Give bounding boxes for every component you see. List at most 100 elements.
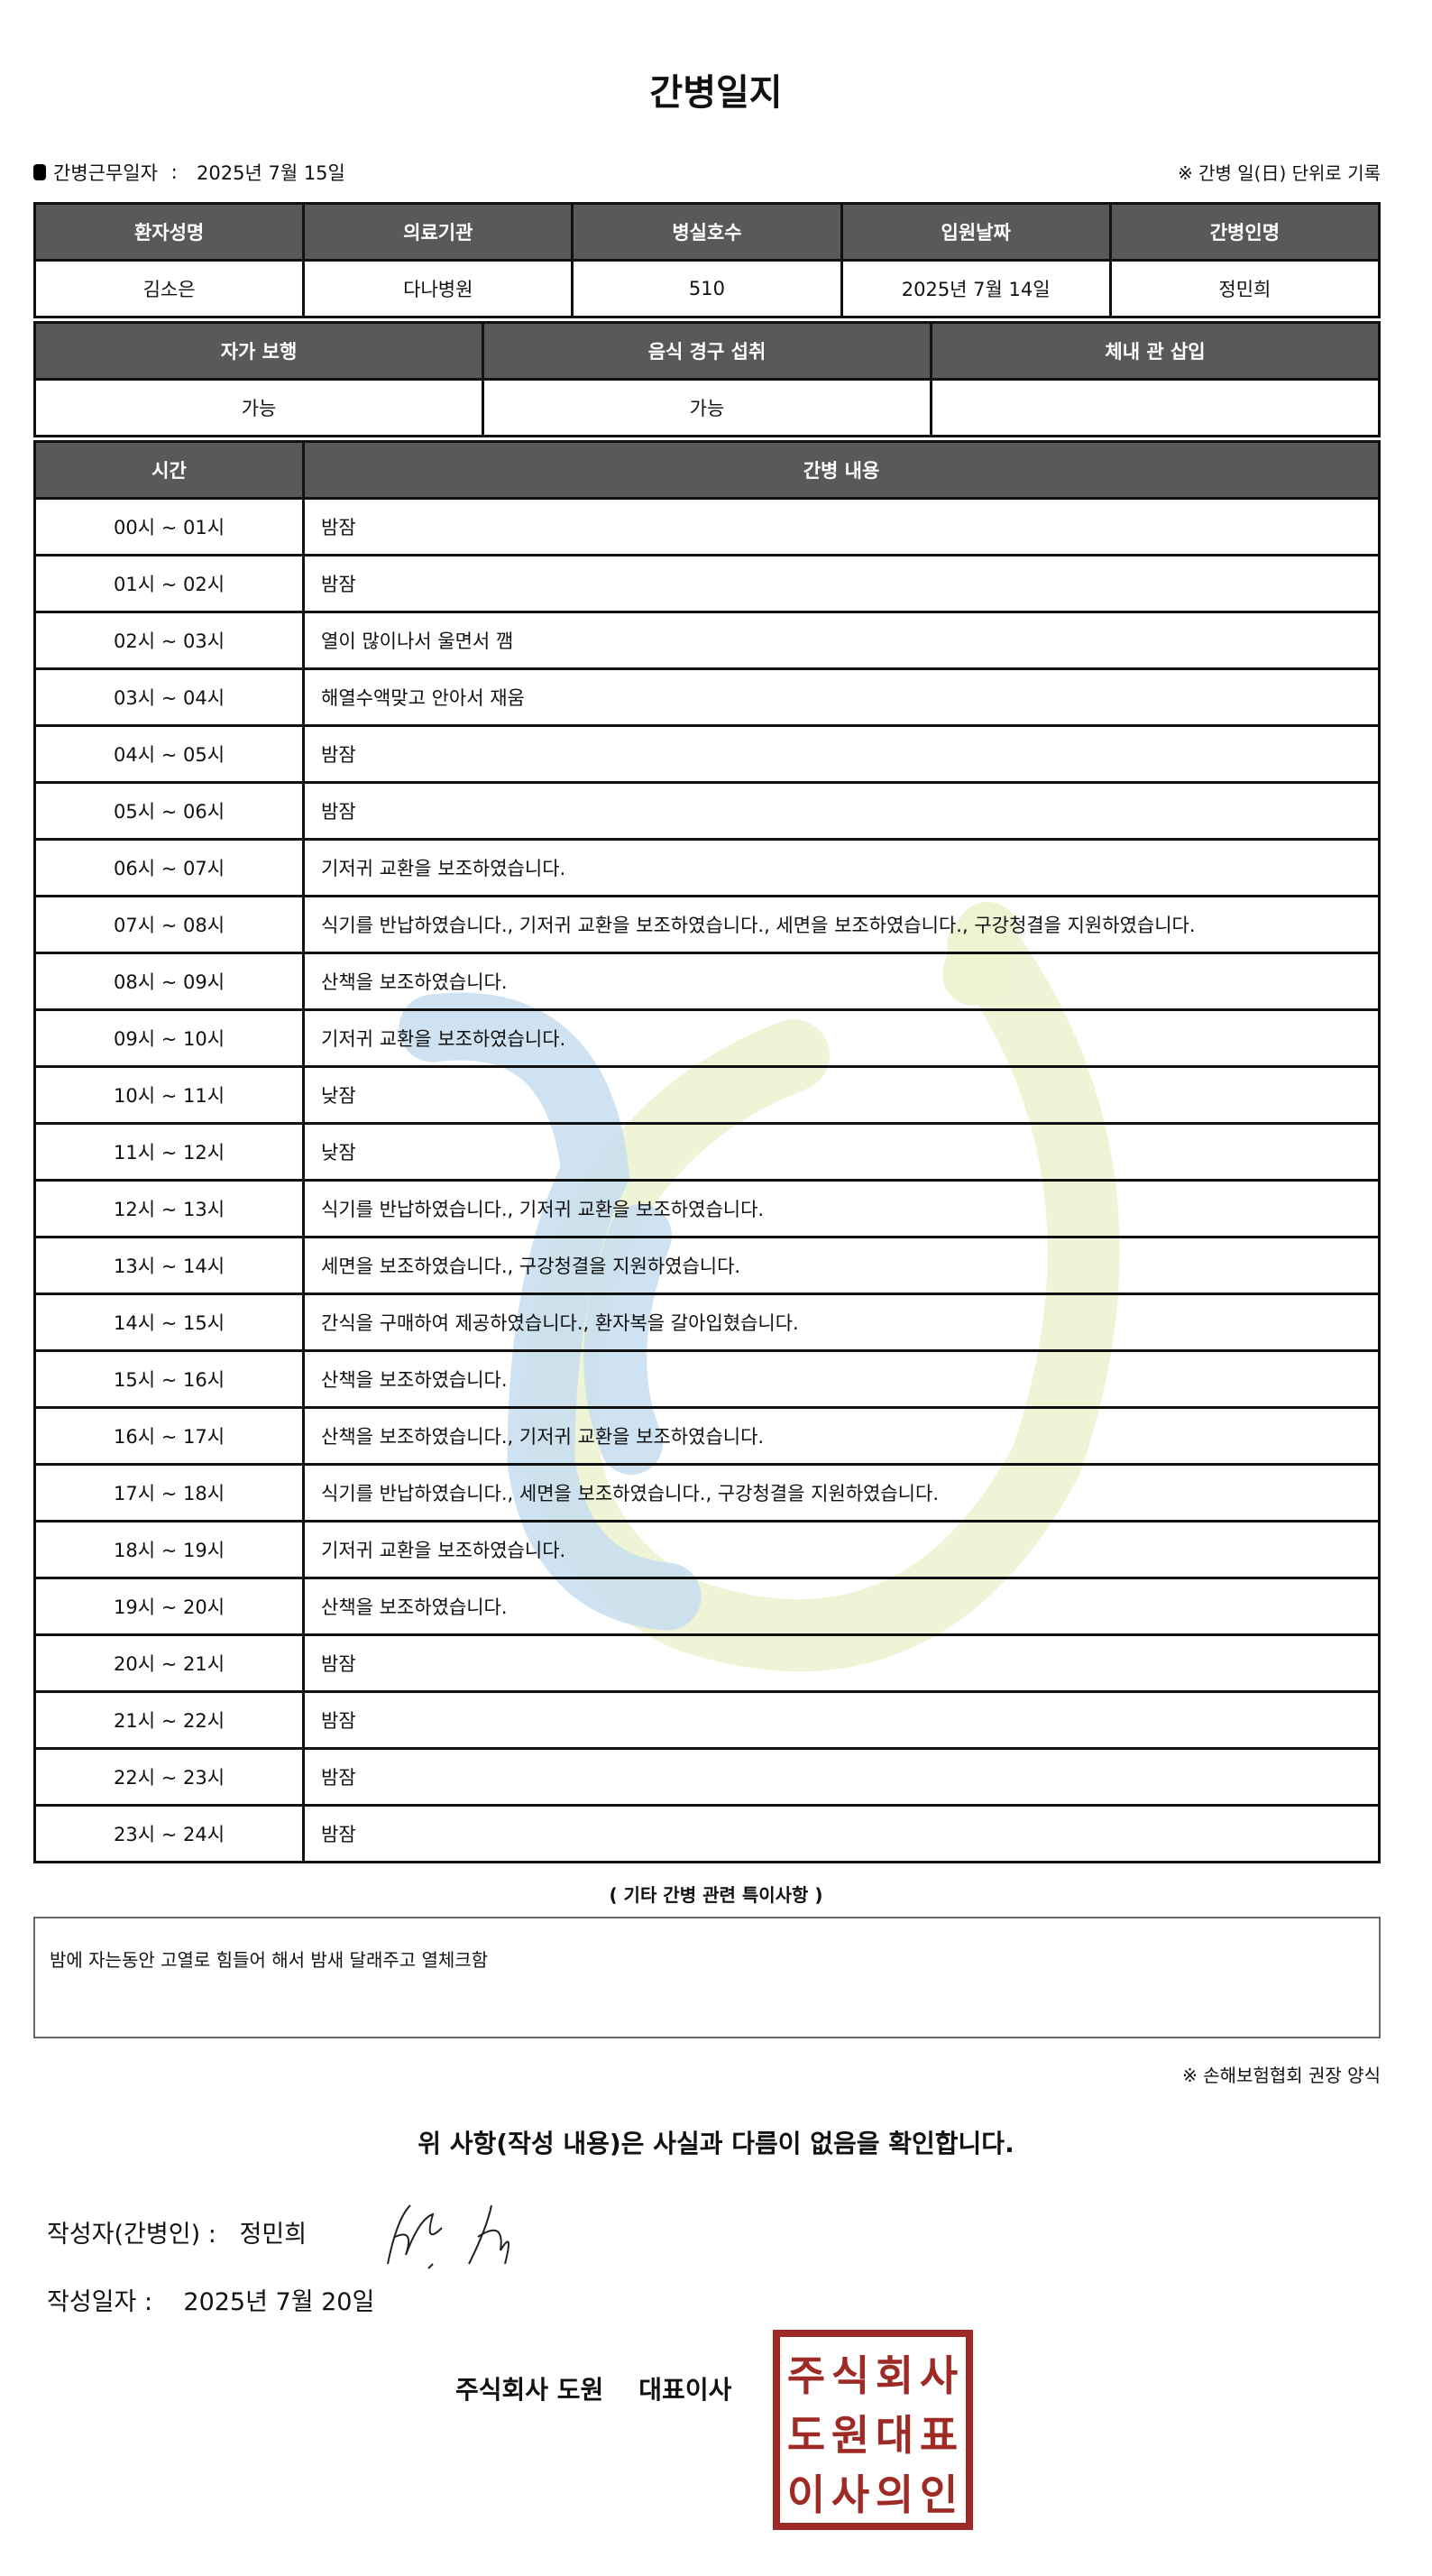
content-cell: 밤잠 [302,1747,1381,1807]
content-cell: 산책을 보조하였습니다. [302,952,1381,1011]
content-cell: 세면을 보조하였습니다., 구강청결을 지원하였습니다. [302,1236,1381,1295]
seal-stamp-icon: 주 식 회 사도 원 대 표이 사 의 인 [787,2351,958,2519]
table-row: 04시 ~ 05시 밤잠 [33,724,1381,784]
header-cell: 환자성명 [32,202,306,262]
time-cell: 03시 ~ 04시 [33,667,305,727]
content-cell: 식기를 반납하였습니다., 세면을 보조하였습니다., 구강청결을 지원하였습니… [302,1463,1381,1523]
record-note: ※ 간병 일(日) 단위로 기록 [1178,162,1381,184]
table-row: 19시 ~ 20시 산책을 보조하였습니다. [33,1577,1381,1636]
content-cell: 밤잠 [302,1690,1381,1750]
table-row: 18시 ~ 19시 기저귀 교환을 보조하였습니다. [33,1520,1381,1579]
content-cell: 밤잠 [302,554,1381,613]
table-row: 23시 ~ 24시 밤잠 [33,1804,1381,1863]
time-cell: 22시 ~ 23시 [33,1747,305,1807]
header-cell: 의료기관 [302,202,574,262]
colon: : [164,161,190,183]
hospital: 다나병원 [302,259,574,318]
association-note: ※ 손해보험협회 권장 양식 [1182,2065,1381,2086]
seal-character: 식 [831,2351,869,2400]
content-cell: 밤잠 [302,1633,1381,1693]
seal-character: 대 [876,2411,913,2460]
work-date: 간병근무일자 : 2025년 7월 15일 [33,159,345,186]
table-row: 11시 ~ 12시 낮잠 [33,1122,1381,1182]
time-cell: 00시 ~ 01시 [33,497,305,557]
content-cell: 간식을 구매하여 제공하였습니다., 환자복을 갈아입혔습니다. [302,1293,1381,1352]
company-representative: 주식회사 도원 대표이사 [455,2375,732,2405]
work-date-label: 간병근무일자 [53,162,158,184]
time-cell: 10시 ~ 11시 [33,1065,305,1125]
content-cell: 낮잠 [302,1122,1381,1182]
time-cell: 07시 ~ 08시 [33,895,305,954]
time-cell: 12시 ~ 13시 [33,1179,305,1238]
table-row: 20시 ~ 21시 밤잠 [33,1633,1381,1693]
content-cell: 밤잠 [302,781,1381,841]
seal-character: 인 [920,2470,958,2519]
time-cell: 04시 ~ 05시 [33,724,305,784]
room-number: 510 [571,259,843,318]
seal-character: 표 [920,2411,958,2460]
table-row: 00시 ~ 01시 밤잠 [33,497,1381,557]
table-row: 21시 ~ 22시 밤잠 [33,1690,1381,1750]
time-cell: 08시 ~ 09시 [33,952,305,1011]
header-cell: 음식 경구 섭취 [482,321,932,381]
table-row: 22시 ~ 23시 밤잠 [33,1747,1381,1807]
table-row: 12시 ~ 13시 식기를 반납하였습니다., 기저귀 교환을 보조하였습니다. [33,1179,1381,1238]
time-cell: 15시 ~ 16시 [33,1349,305,1409]
status-table: 자가 보행 음식 경구 섭취 체내 관 삽입 가능 가능 [33,321,1381,437]
time-cell: 11시 ~ 12시 [33,1122,305,1182]
seal-character: 주 [787,2351,825,2400]
table-row: 02시 ~ 03시 열이 많이나서 울면서 깸 [33,611,1381,670]
table-row: 07시 ~ 08시 식기를 반납하였습니다., 기저귀 교환을 보조하였습니다.,… [33,895,1381,954]
confirmation-statement: 위 사항(작성 내용)은 사실과 다름이 없음을 확인합니다. [418,2129,1014,2158]
table-row: 06시 ~ 07시 기저귀 교환을 보조하였습니다. [33,838,1381,897]
time-cell: 14시 ~ 15시 [33,1293,305,1352]
time-cell: 18시 ~ 19시 [33,1520,305,1579]
content-cell: 기저귀 교환을 보조하였습니다. [302,838,1381,897]
tube-insertion [930,378,1381,437]
table-row: 15시 ~ 16시 산책을 보조하였습니다. [33,1349,1381,1409]
content-cell: 밤잠 [302,724,1381,784]
written-date-label: 작성일자 : [47,2288,153,2316]
table-row: 03시 ~ 04시 해열수액맞고 안아서 재움 [33,667,1381,727]
bullet-icon [33,164,46,180]
table-row: 08시 ~ 09시 산책을 보조하였습니다. [33,952,1381,1011]
table-row: 17시 ~ 18시 식기를 반납하였습니다., 세면을 보조하였습니다., 구강청… [33,1463,1381,1523]
written-date-line: 작성일자 : 2025년 7월 20일 [47,2282,374,2317]
content-cell: 산책을 보조하였습니다. [302,1577,1381,1636]
table-row: 01시 ~ 02시 밤잠 [33,554,1381,613]
page-title: 간병일지 [649,72,783,114]
time-cell: 19시 ~ 20시 [33,1577,305,1636]
table-row: 10시 ~ 11시 낮잠 [33,1065,1381,1125]
content-cell: 밤잠 [302,1804,1381,1863]
header-cell: 입원날짜 [840,202,1112,262]
signature [387,2204,509,2269]
table-row: 14시 ~ 15시 간식을 구매하여 제공하였습니다., 환자복을 갈아입혔습니다… [33,1293,1381,1352]
table-row: 09시 ~ 10시 기저귀 교환을 보조하였습니다. [33,1008,1381,1068]
writer-label: 작성자(간병인) : [47,2221,216,2249]
header-cell: 간병 내용 [302,440,1381,500]
content-cell: 낮잠 [302,1065,1381,1125]
table-row: 16시 ~ 17시 산책을 보조하였습니다., 기저귀 교환을 보조하였습니다. [33,1406,1381,1466]
header-cell: 간병인명 [1108,202,1382,262]
time-cell: 06시 ~ 07시 [33,838,305,897]
time-cell: 13시 ~ 14시 [33,1236,305,1295]
content-cell: 기저귀 교환을 보조하였습니다. [302,1008,1381,1068]
header-cell: 시간 [33,440,305,500]
content-cell: 밤잠 [302,497,1381,557]
seal-character: 사 [920,2351,958,2400]
content-cell: 산책을 보조하였습니다., 기저귀 교환을 보조하였습니다. [302,1406,1381,1466]
seal-character: 이 [787,2470,825,2519]
patient-name: 김소은 [32,259,306,318]
writer-name: 정민희 [239,2221,308,2249]
special-notes-box: 밤에 자는동안 고열로 힘들어 해서 밤새 달래주고 열체크함 [33,1917,1381,2038]
written-date: 2025년 7월 20일 [183,2288,375,2316]
oral-intake: 가능 [482,378,932,437]
self-walking: 가능 [33,378,484,437]
seal-character: 원 [831,2411,869,2460]
writer-line: 작성자(간병인) : 정민희 [47,2214,307,2249]
table-row: 05시 ~ 06시 밤잠 [33,781,1381,841]
seal-character: 의 [876,2470,913,2519]
content-cell: 해열수액맞고 안아서 재움 [302,667,1381,727]
table-row: 13시 ~ 14시 세면을 보조하였습니다., 구강청결을 지원하였습니다. [33,1236,1381,1295]
time-cell: 05시 ~ 06시 [33,781,305,841]
